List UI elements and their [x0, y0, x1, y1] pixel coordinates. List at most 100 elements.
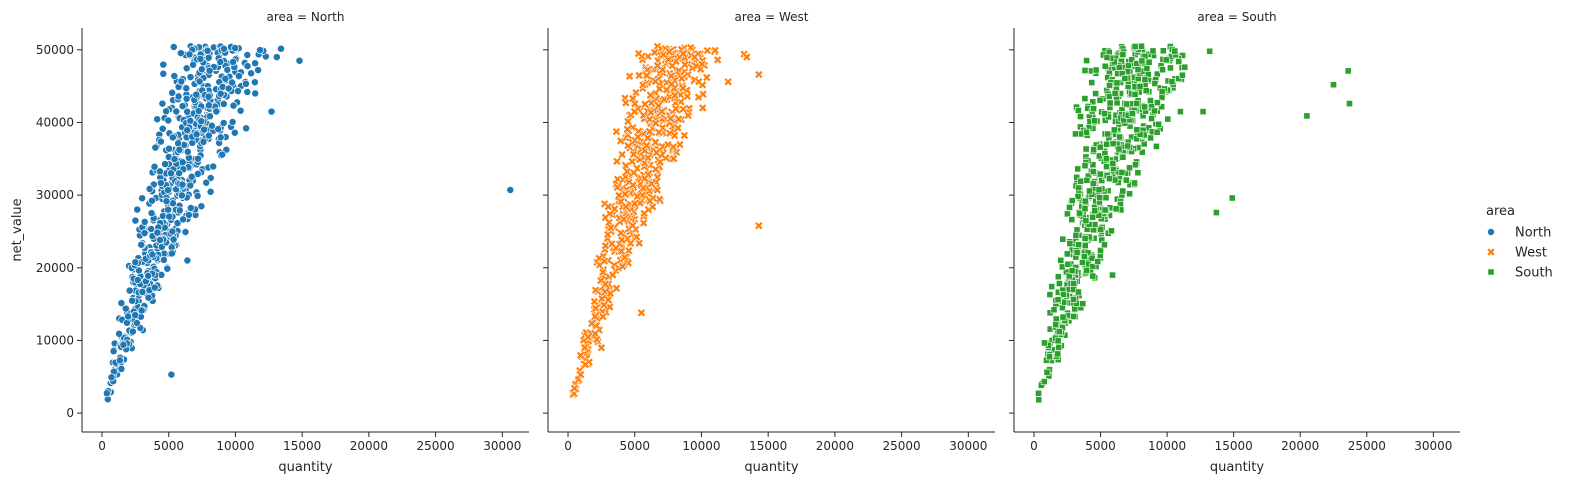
data-point: [673, 123, 683, 133]
data-point: [1081, 235, 1089, 242]
legend-title: area: [1486, 204, 1515, 219]
data-point-stroke: [625, 246, 633, 255]
data-point: [628, 180, 638, 190]
data-point: [647, 98, 656, 108]
data-point: [1041, 339, 1048, 347]
data-point: [642, 141, 651, 150]
data-point-stroke: [625, 72, 634, 80]
data-point-stroke: [597, 344, 606, 352]
data-point: [583, 332, 593, 342]
data-point: [1119, 187, 1127, 195]
data-point-stroke: [684, 111, 692, 120]
data-point: [1035, 396, 1043, 404]
data-point: [591, 329, 600, 338]
data-point: [197, 202, 206, 211]
data-point: [1075, 107, 1082, 114]
data-point-stroke: [628, 157, 636, 166]
data-point-stroke: [666, 114, 675, 123]
data-point-stroke: [659, 50, 668, 59]
data-point: [667, 79, 676, 89]
data-point: [1090, 146, 1097, 154]
data-point: [243, 51, 252, 59]
data-point-stroke: [600, 301, 608, 309]
data-point: [133, 276, 142, 284]
data-point: [168, 133, 177, 142]
data-point: [183, 147, 192, 156]
data-point: [612, 157, 622, 166]
data-point: [1054, 296, 1062, 304]
data-point-stroke: [652, 165, 660, 173]
data-point: [1082, 145, 1090, 153]
data-point: [200, 125, 209, 134]
data-point: [1108, 227, 1115, 235]
data-point: [241, 79, 250, 88]
data-point: [174, 92, 183, 101]
data-point: [148, 250, 157, 259]
data-point-stroke: [613, 157, 621, 165]
data-point: [170, 155, 179, 164]
data-point: [156, 137, 165, 146]
data-point-stroke: [626, 239, 635, 247]
data-point-stroke: [666, 129, 674, 137]
data-point: [117, 364, 126, 373]
legend-item-west: West: [1486, 246, 1547, 261]
data-point: [1181, 63, 1189, 71]
data-point-stroke: [631, 100, 639, 108]
data-point-stroke: [672, 105, 680, 113]
data-point-stroke: [699, 90, 707, 98]
data-point: [1131, 43, 1139, 50]
data-point: [1126, 190, 1133, 198]
data-point: [1075, 241, 1082, 249]
data-point: [646, 90, 655, 100]
data-point-stroke: [667, 72, 675, 80]
data-point: [1228, 194, 1236, 202]
data-point-stroke: [612, 127, 621, 136]
data-point-stroke: [703, 73, 711, 82]
data-point: [1090, 105, 1097, 113]
data-point-stroke: [651, 138, 660, 146]
data-point: [633, 132, 643, 142]
data-point-stroke: [606, 303, 614, 311]
data-point: [124, 312, 133, 321]
data-point: [144, 293, 153, 302]
data-point-stroke: [646, 197, 654, 205]
data-point: [1103, 163, 1110, 170]
data-point: [1109, 271, 1116, 279]
data-point: [616, 197, 626, 206]
data-point-stroke: [645, 115, 654, 124]
data-point: [1138, 148, 1146, 156]
data-point-stroke: [655, 195, 664, 204]
data-point: [683, 111, 693, 120]
data-point: [1096, 96, 1104, 104]
data-point: [1118, 169, 1126, 176]
data-point: [128, 296, 137, 305]
data-point: [167, 370, 176, 379]
data-point: [133, 205, 142, 214]
data-point-stroke: [644, 134, 652, 142]
data-point: [671, 104, 680, 113]
data-point: [175, 169, 184, 178]
data-point: [590, 297, 599, 306]
data-point: [206, 187, 215, 196]
data-point: [1154, 99, 1161, 106]
data-point: [603, 230, 612, 239]
data-point: [620, 189, 630, 199]
data-point: [1083, 176, 1091, 184]
data-point: [651, 165, 660, 174]
data-point-stroke: [651, 77, 660, 86]
data-point: [619, 215, 628, 224]
data-point: [199, 137, 208, 146]
data-point: [153, 115, 162, 124]
data-point: [710, 46, 720, 55]
data-point: [153, 228, 162, 237]
data-point: [163, 264, 172, 273]
data-point: [622, 167, 632, 176]
data-point: [1076, 209, 1084, 217]
data-point: [147, 209, 156, 218]
data-point-stroke: [639, 81, 647, 89]
data-point: [178, 102, 187, 111]
data-point: [1068, 197, 1076, 204]
data-point: [626, 239, 635, 248]
data-point: [165, 212, 174, 221]
